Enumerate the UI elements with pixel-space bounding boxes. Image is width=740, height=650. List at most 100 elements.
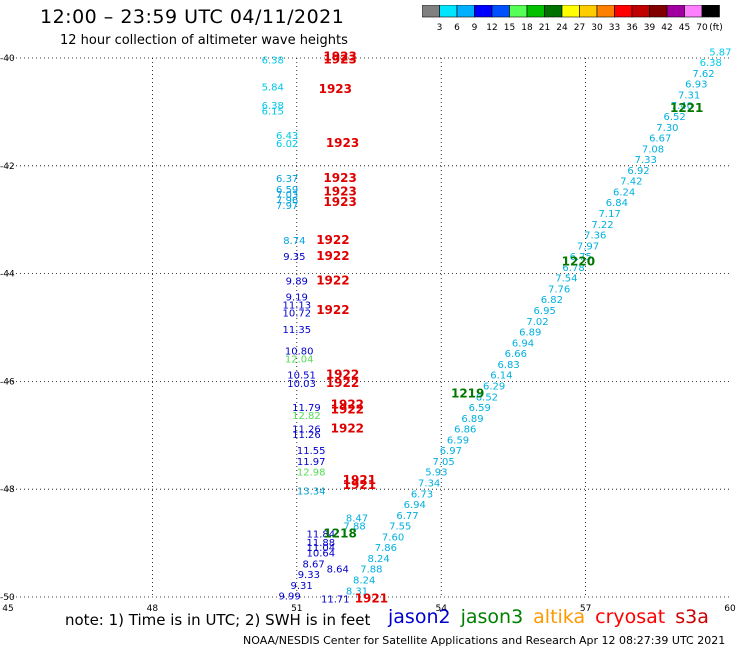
satellite-legend-cryosat: cryosat	[595, 606, 666, 628]
wave-height-label: 7.30	[656, 123, 678, 134]
wave-height-label: 9.35	[283, 252, 305, 263]
wave-height-label: 9.31	[290, 581, 312, 592]
wave-height-label: 11.26	[292, 425, 321, 436]
wave-height-label: 9.19	[286, 293, 308, 304]
wave-height-label: 10.80	[285, 346, 314, 357]
wave-height-label: 7.31	[678, 90, 700, 101]
wave-height-label: 6.43	[276, 131, 298, 142]
color-scale-label: 42	[661, 23, 672, 33]
color-scale-label: 15	[504, 23, 515, 33]
wave-height-label: 6.24	[613, 187, 635, 198]
wave-height-label: 11.13	[282, 301, 311, 312]
wave-height-label: 7.96	[276, 196, 298, 207]
wave-height-label: 6.86	[454, 425, 476, 436]
wave-height-label: 7.22	[591, 220, 613, 231]
wave-height-label: 5.84	[262, 82, 284, 93]
cryosat-time-label: 1922	[331, 397, 364, 411]
cryosat-time-label: 1923	[323, 184, 356, 198]
wave-height-label: 11.84	[307, 530, 336, 541]
wave-height-label: 6.84	[606, 198, 628, 209]
cryosat-time-label: 1922	[331, 403, 364, 417]
satellite-legend-s3a: s3a	[675, 606, 709, 628]
wave-height-label: 8.67	[303, 559, 325, 570]
cryosat-time-label: 1921	[343, 473, 376, 487]
wave-height-label: 6.75	[570, 252, 592, 263]
wave-height-label: 7.97	[276, 201, 298, 212]
wave-height-label: 12.04	[285, 355, 314, 366]
wave-height-label: 7.17	[599, 209, 621, 220]
wave-height-label: 6.59	[469, 403, 491, 414]
wave-height-label: 6.29	[483, 381, 505, 392]
wave-height-label: 6.92	[627, 166, 649, 177]
cryosat-time-label: 1923	[323, 50, 356, 64]
color-scale-label: 45	[679, 23, 690, 33]
jason3-time-label: 1219	[451, 387, 484, 401]
satellite-legend-altika: altika	[533, 606, 586, 628]
color-scale-label: 9	[472, 23, 478, 33]
cryosat-time-label: 1922	[331, 422, 364, 436]
y-tick-label: -50	[0, 593, 15, 603]
wave-height-label: 6.97	[440, 446, 462, 457]
x-tick-label: 45	[2, 604, 13, 614]
wave-height-label: 11.88	[307, 538, 336, 549]
cryosat-time-label: 1922	[326, 368, 359, 382]
x-tick-label: 60	[724, 604, 736, 614]
cryosat-time-label: 1921	[343, 478, 376, 492]
x-tick-label: 51	[291, 604, 302, 614]
wave-height-label: 10.64	[307, 549, 336, 560]
wave-height-label: 8.24	[353, 576, 375, 587]
wave-height-label: 6.77	[396, 511, 418, 522]
wave-height-label: 6.89	[461, 414, 483, 425]
wave-height-label: 10.72	[282, 309, 311, 320]
color-scale-label: 70	[696, 23, 708, 33]
wave-height-label: 7.54	[555, 274, 577, 285]
wave-height-label: 6.37	[276, 174, 298, 185]
wave-height-label: 9.89	[286, 276, 308, 287]
cryosat-time-label: 1921	[355, 591, 388, 605]
wave-height-label: 7.97	[577, 241, 599, 252]
cryosat-time-label: 1923	[323, 195, 356, 209]
wave-height-label: 6.59	[276, 185, 298, 196]
wave-height-label: 6.52	[664, 112, 686, 123]
wave-height-label: 6.95	[534, 306, 556, 317]
wave-height-label: 12.98	[297, 468, 326, 479]
wave-height-label: 11.55	[297, 446, 326, 457]
chart-subtitle: 12 hour collection of altimeter wave hei…	[60, 33, 348, 48]
color-scale-label: 6	[454, 23, 460, 33]
wave-height-label: 6.89	[519, 328, 541, 339]
wave-height-label: 6.94	[512, 338, 534, 349]
wave-height-label: 12.82	[292, 411, 321, 422]
satellite-legend-jason3: jason3	[460, 606, 524, 628]
wave-height-label: 6.15	[262, 107, 284, 118]
wave-height-label: 11.79	[292, 403, 321, 414]
color-scale-legend: 3 6 9 12 15 18 21 24 27 30 33 36 39 42 45 70 (ft)	[422, 5, 723, 33]
x-tick-label: 48	[147, 604, 159, 614]
y-tick-label: -46	[0, 377, 15, 387]
wave-height-label: 8.64	[327, 565, 349, 576]
color-scale-unit: (ft)	[709, 23, 723, 33]
color-scale-swatch	[701, 5, 720, 18]
cryosat-time-label: 1923	[319, 82, 352, 96]
wave-height-label: 6.73	[411, 489, 433, 500]
wave-height-label: 8.47	[346, 514, 368, 525]
wave-height-label: 11.35	[282, 325, 311, 336]
wave-height-label: 6.94	[404, 500, 426, 511]
wave-height-label: 7.76	[548, 284, 570, 295]
color-scale-label: 33	[609, 23, 620, 33]
wave-height-label: 6.67	[649, 134, 671, 145]
y-tick-label: -48	[0, 485, 15, 495]
cryosat-time-label: 1922	[326, 376, 359, 390]
wave-height-label: 11.97	[297, 457, 326, 468]
wave-height-label: 11.26	[292, 430, 321, 441]
cryosat-time-label: 1923	[323, 52, 356, 66]
wave-height-label: 7.88	[343, 522, 365, 533]
wave-height-label: 7.86	[375, 543, 397, 554]
cryosat-time-label: 1923	[326, 136, 359, 150]
color-scale-label: 3	[437, 23, 443, 33]
cryosat-time-label: 1922	[316, 273, 349, 287]
wave-height-label: 7.08	[642, 144, 664, 155]
x-tick-label: 54	[435, 604, 447, 614]
wave-height-label: 8.74	[283, 236, 305, 247]
wave-height-label: 10.03	[287, 379, 316, 390]
wave-height-label: 10.51	[287, 371, 316, 382]
